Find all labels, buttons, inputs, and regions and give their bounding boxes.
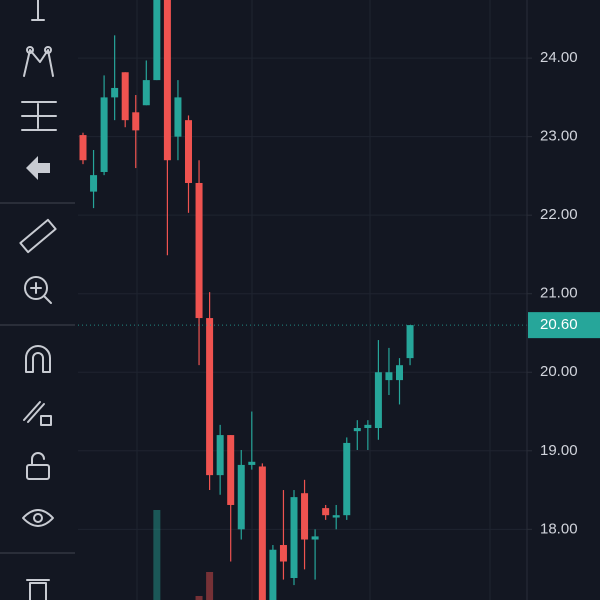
zoom-tool[interactable] xyxy=(24,276,52,304)
candle-body xyxy=(353,428,361,432)
volume-bar xyxy=(195,596,203,600)
y-tick-label: 20.00 xyxy=(540,363,578,380)
ruler-tool[interactable] xyxy=(19,218,57,254)
candle-body xyxy=(248,461,256,465)
candle-body xyxy=(227,435,235,505)
candle-body xyxy=(311,536,319,540)
toolbar xyxy=(0,0,75,600)
volume-bar xyxy=(153,510,161,600)
plot xyxy=(78,0,527,600)
candle-body xyxy=(163,0,171,161)
volume-bar xyxy=(206,572,214,600)
y-tick-label: 23.00 xyxy=(540,128,578,145)
candle-body xyxy=(374,372,382,429)
candle-body xyxy=(90,175,98,192)
candle-body xyxy=(364,424,372,429)
delete-tool[interactable] xyxy=(26,579,50,600)
candle-body xyxy=(301,493,309,540)
y-tick-label: 24.00 xyxy=(540,49,578,66)
candle-body xyxy=(132,112,140,131)
candle-body xyxy=(237,464,245,530)
candle-body xyxy=(100,97,108,172)
y-tick-label: 22.00 xyxy=(540,206,578,223)
candle-body xyxy=(258,466,266,600)
candle-body xyxy=(195,182,203,319)
forecast-tool[interactable] xyxy=(21,101,57,131)
candle-body xyxy=(111,87,119,98)
candle-body xyxy=(385,372,393,381)
last-price-tag xyxy=(528,312,600,339)
candle-body xyxy=(79,135,87,161)
visibility-tool[interactable] xyxy=(22,509,54,527)
y-tick-label: 18.00 xyxy=(540,520,578,537)
candle-body xyxy=(343,442,351,516)
candle-body xyxy=(174,97,182,137)
back-arrow[interactable] xyxy=(26,156,50,180)
candle-body xyxy=(396,365,403,381)
magnet-tool[interactable] xyxy=(25,345,51,373)
candle-body xyxy=(322,508,330,516)
candle-body xyxy=(185,120,192,183)
candle-body xyxy=(206,318,214,476)
pattern-tool[interactable] xyxy=(23,46,54,77)
text-tool[interactable] xyxy=(31,0,45,21)
last-price-label: 20.60 xyxy=(540,316,578,333)
lock-tool[interactable] xyxy=(26,452,50,480)
candle-body xyxy=(406,325,414,359)
candle-body xyxy=(216,435,224,476)
candle-body xyxy=(290,497,298,579)
candle-body xyxy=(153,0,161,81)
price-axis: 18.00 19.00 20.00 21.00 22.00 23.00 24.00 20.60 xyxy=(527,49,600,537)
y-tick-label: 19.00 xyxy=(540,442,578,459)
candle-body xyxy=(269,549,277,600)
candle-body xyxy=(142,80,150,106)
candle-body xyxy=(332,515,340,518)
candle-body xyxy=(121,72,129,121)
candle-body xyxy=(279,545,287,562)
lock-drawing[interactable] xyxy=(23,401,52,426)
y-tick-label: 21.00 xyxy=(540,285,578,302)
